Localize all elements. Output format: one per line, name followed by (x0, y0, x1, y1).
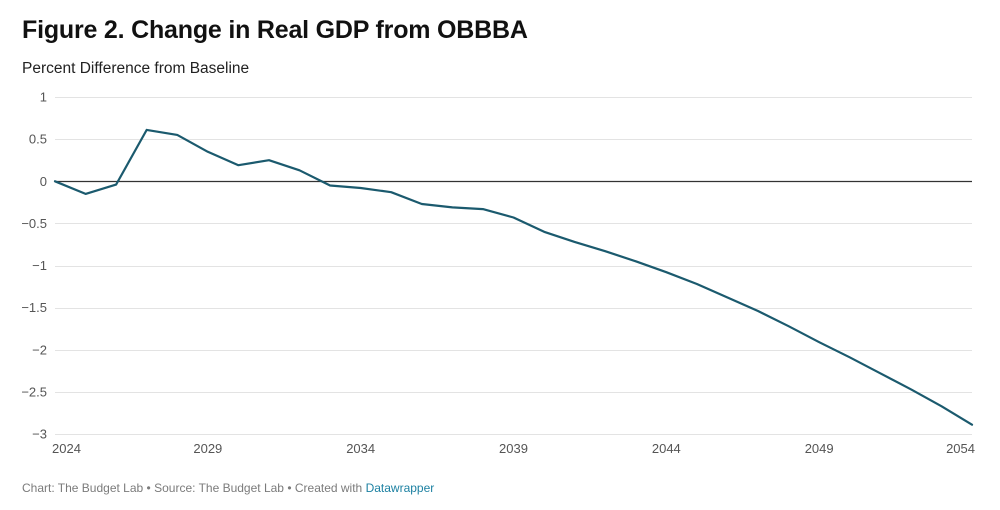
footer-separator: • (287, 481, 292, 495)
y-axis-tick-labels: 1 0.5 0 −0.5 −1 −1.5 −2 −2.5 −3 (21, 90, 47, 442)
chart-credit: Chart: The Budget Lab (22, 481, 144, 495)
chart-title: Figure 2. Change in Real GDP from OBBBA (22, 16, 528, 44)
data-point (694, 281, 700, 287)
data-point (358, 185, 364, 191)
data-point (174, 132, 180, 138)
data-point (908, 386, 914, 392)
y-tick-label: −0.5 (21, 216, 47, 231)
data-point (511, 215, 517, 221)
x-axis-tick-labels: 2024 2029 2034 2039 2044 2049 2054 (52, 441, 975, 456)
created-with-text: Created with (294, 481, 363, 495)
data-point (938, 403, 944, 409)
y-tick-label: 0.5 (29, 132, 47, 147)
series-line (53, 128, 974, 426)
data-point (449, 204, 455, 210)
y-tick-label: −1.5 (21, 300, 47, 315)
data-point (786, 323, 792, 329)
data-point (572, 239, 578, 245)
data-point (755, 308, 761, 314)
data-point (602, 248, 608, 254)
data-point (113, 182, 119, 188)
footer-separator: • (146, 481, 151, 495)
y-tick-label: −2.5 (21, 384, 47, 399)
x-tick-label: 2029 (193, 441, 222, 456)
data-point (52, 178, 58, 184)
data-point (663, 269, 669, 275)
data-series (52, 127, 975, 428)
data-point (235, 162, 241, 168)
x-tick-label: 2054 (946, 441, 975, 456)
data-point (847, 354, 853, 360)
y-tick-label: 0 (40, 174, 47, 189)
y-tick-label: −1 (32, 258, 47, 273)
x-tick-label: 2024 (52, 441, 81, 456)
data-point (144, 127, 150, 133)
x-tick-label: 2044 (652, 441, 681, 456)
y-tick-label: −3 (32, 427, 47, 442)
x-tick-label: 2049 (805, 441, 834, 456)
data-point (205, 149, 211, 155)
data-point (297, 167, 303, 173)
chart-subtitle: Percent Difference from Baseline (22, 60, 250, 77)
data-point (388, 189, 394, 195)
data-point (816, 339, 822, 345)
y-tick-label: 1 (40, 90, 47, 105)
datawrapper-link[interactable]: Datawrapper (365, 481, 435, 495)
data-point (480, 206, 486, 212)
data-point (541, 229, 547, 235)
source-note: Source: The Budget Lab (154, 481, 284, 495)
x-tick-label: 2034 (346, 441, 375, 456)
data-point (725, 295, 731, 301)
data-point (327, 183, 333, 189)
data-point (419, 201, 425, 207)
data-point (266, 157, 272, 163)
y-tick-label: −2 (32, 342, 47, 357)
data-point (969, 422, 975, 428)
data-point (633, 258, 639, 264)
data-point (83, 191, 89, 197)
x-tick-label: 2039 (499, 441, 528, 456)
data-point (877, 370, 883, 376)
chart-footer: Chart: The Budget Lab • Source: The Budg… (22, 481, 434, 495)
gridlines (55, 97, 972, 435)
